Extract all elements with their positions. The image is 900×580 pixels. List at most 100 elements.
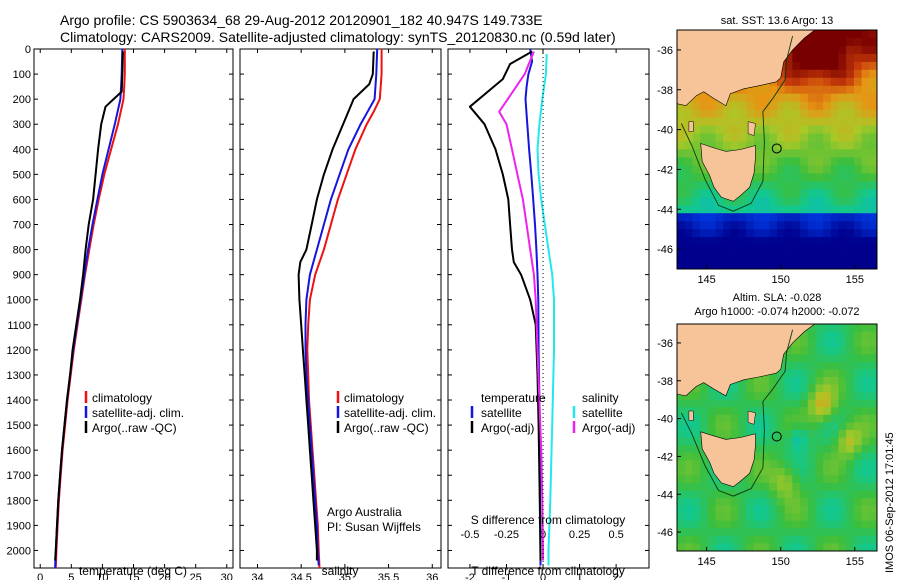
map-cell [838, 125, 847, 135]
legend-label-argo: Argo(..raw -QC) [344, 421, 429, 435]
map-cell [861, 125, 870, 135]
map-cell [869, 85, 877, 95]
map-cell [792, 392, 801, 401]
series-line [536, 53, 555, 566]
map-cell [807, 93, 817, 103]
map-cell [792, 181, 801, 190]
map-cell [853, 157, 863, 167]
map-cell [792, 69, 801, 79]
map-cell [738, 384, 747, 393]
map-cell [846, 197, 855, 206]
map-cell [677, 245, 686, 254]
map-cell [815, 77, 824, 87]
map-cell [677, 189, 686, 198]
map-cell [730, 245, 740, 254]
map-x-tick-label: 145 [697, 274, 715, 286]
map-cell [684, 109, 693, 119]
map-cell [800, 229, 809, 238]
map-cell [792, 149, 801, 159]
depth-tick-label: 0 [25, 44, 31, 56]
map-cell [861, 361, 870, 370]
map-cell [761, 399, 770, 408]
map-cell [753, 384, 763, 393]
map-cell [846, 346, 855, 355]
map-cell [853, 45, 863, 55]
map-cell [761, 528, 770, 537]
map-cell [869, 543, 877, 551]
map-cell [861, 490, 870, 499]
legend-label-climatology: climatology [92, 391, 152, 405]
map-cell [800, 253, 809, 262]
map-cell [677, 513, 686, 522]
map-cell [807, 53, 817, 63]
map-cell [677, 229, 686, 238]
map-cell [815, 213, 824, 222]
map-cell [730, 392, 740, 401]
map-cell [769, 467, 778, 476]
map-cell [830, 437, 840, 446]
map-cell [715, 535, 724, 545]
map-cell [753, 528, 763, 537]
map-y-tick-label: -46 [657, 244, 673, 256]
map-cell [807, 229, 817, 238]
map-cell [746, 229, 755, 238]
map-cell [769, 460, 778, 469]
map-cell [769, 520, 778, 529]
land-tasmania [700, 431, 756, 488]
salinity-xlabel: salinity [322, 564, 359, 578]
map-cell [715, 237, 724, 246]
map-cell [692, 392, 701, 401]
map-cell [815, 221, 824, 230]
map-cell [869, 38, 877, 47]
map-cell [823, 324, 832, 333]
map-cell [815, 520, 824, 529]
map-cell [869, 452, 877, 461]
map-cell [723, 543, 732, 551]
map-cell [753, 189, 763, 198]
map-cell [707, 490, 717, 499]
legend-label-satellite-adj: satellite-adj. clim. [344, 406, 436, 420]
map-cell [800, 482, 809, 492]
difference-series [468, 49, 555, 568]
map-cell [861, 117, 870, 127]
map-cell [846, 229, 855, 238]
map-cell [777, 109, 786, 119]
legend-label-satellite-adj: satellite-adj. clim. [92, 406, 184, 420]
map-cell [723, 520, 732, 529]
map-cell [700, 261, 709, 269]
map-cell [700, 197, 709, 206]
map-cell [753, 141, 763, 151]
map-cell [700, 490, 709, 499]
map-cell [838, 53, 847, 63]
annotation-line-2: PI: Susan Wijffels [327, 520, 421, 534]
map-cell [723, 513, 732, 522]
map-cell [838, 157, 847, 167]
annotation-line-1: Argo Australia [327, 505, 402, 519]
sst-map-frame [676, 29, 878, 270]
map-cell [869, 197, 877, 206]
map-cell [792, 482, 801, 492]
map-cell [769, 229, 778, 238]
map-cell [869, 221, 877, 230]
map-cell [807, 253, 817, 262]
map-cell [838, 339, 847, 348]
map-cell [677, 520, 686, 529]
map-cell [746, 141, 755, 151]
map-cell [800, 173, 809, 182]
map-cell [684, 482, 693, 492]
map-cell [753, 253, 763, 262]
map-cell [769, 133, 778, 143]
map-cell [846, 213, 855, 222]
map-cell [792, 346, 801, 355]
map-cell [730, 213, 740, 222]
map-cell [800, 369, 809, 378]
map-cell [846, 429, 855, 439]
map-cell [861, 133, 870, 143]
map-cell [784, 452, 793, 461]
map-cell [715, 261, 724, 269]
argo-float-marker [771, 431, 782, 442]
map-cell [830, 117, 840, 127]
map-cell [853, 205, 863, 214]
map-y-tick-label: -42 [657, 164, 673, 176]
map-cell [846, 109, 855, 119]
